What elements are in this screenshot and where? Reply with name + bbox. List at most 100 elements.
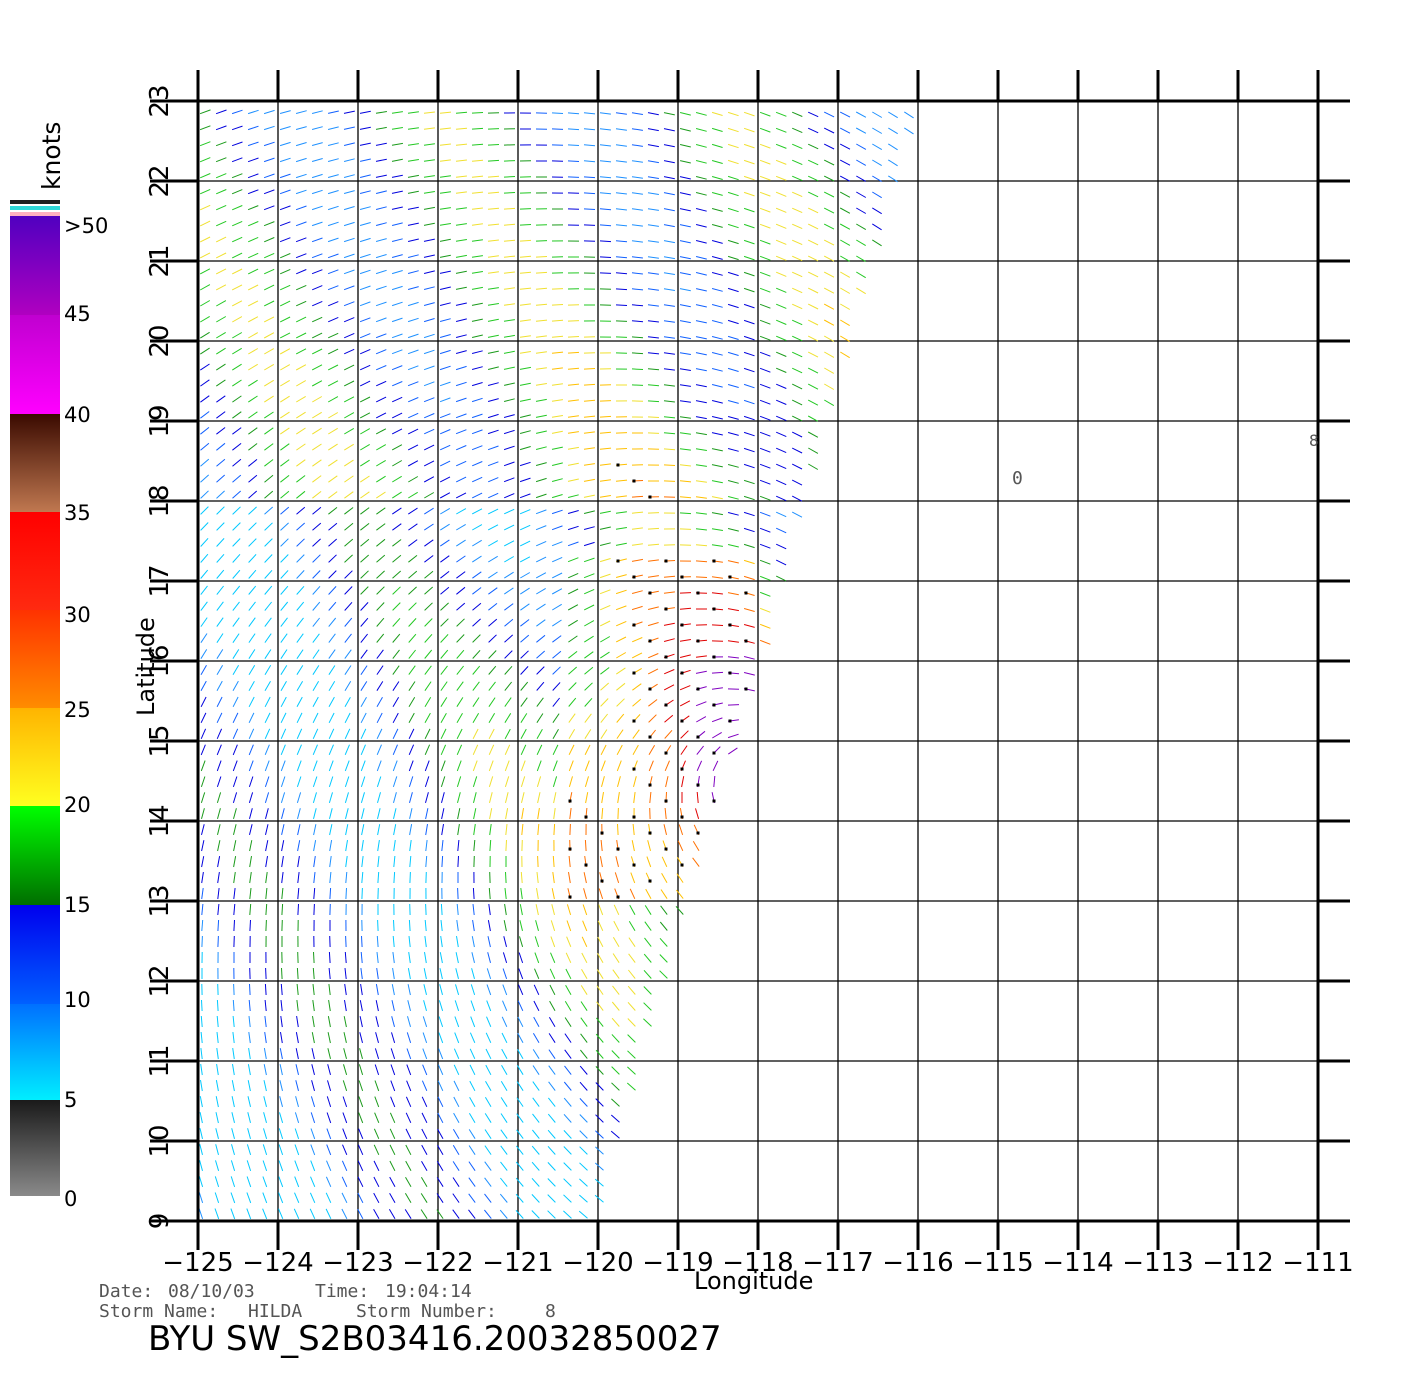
wind-vector	[727, 656, 739, 659]
colorbar-segment-5-10	[10, 1004, 60, 1100]
wind-vector	[551, 904, 555, 916]
wind-vector	[839, 207, 851, 214]
wind-vector	[313, 840, 317, 852]
wind-vector	[615, 144, 627, 147]
wind-vector	[359, 142, 371, 146]
wind-vector	[423, 428, 435, 435]
wind-vector	[328, 412, 339, 419]
wind-vector	[359, 1048, 363, 1060]
wind-vector	[472, 776, 478, 788]
wind-vector	[407, 984, 411, 996]
wind-vector	[216, 347, 226, 355]
wind-vector	[535, 462, 547, 466]
wind-vector	[520, 666, 529, 675]
wind-vector	[519, 461, 531, 467]
wind-vector	[230, 1160, 236, 1172]
wind-vector	[520, 572, 531, 579]
colorbar-tick-label: >50	[64, 214, 108, 238]
wind-vector	[391, 111, 403, 114]
wind-vector	[248, 712, 255, 724]
wind-vector	[583, 573, 595, 579]
wind-vector	[215, 173, 227, 179]
wind-vector	[503, 192, 516, 194]
wind-vector	[343, 190, 355, 194]
wind-vector	[663, 448, 676, 451]
wind-vector	[279, 141, 291, 147]
wind-vector	[471, 239, 483, 242]
wind-vector	[407, 286, 419, 290]
wind-vector	[583, 144, 596, 147]
wind-vector	[484, 1097, 492, 1107]
wind-vector	[264, 363, 275, 371]
wind-vector	[501, 1048, 508, 1060]
wind-vector	[247, 189, 259, 195]
wind-vector	[375, 174, 387, 178]
wind-vector	[280, 554, 289, 563]
wind-vector	[327, 1048, 331, 1060]
wind-vector	[578, 1194, 588, 1203]
wind-vector	[200, 601, 208, 611]
wind-vector	[216, 664, 224, 675]
wind-vector	[503, 303, 515, 306]
wind-vector	[791, 367, 803, 374]
wind-vector	[439, 397, 451, 403]
wind-vector	[536, 603, 546, 611]
wind-vector	[200, 792, 206, 804]
wind-vector	[344, 760, 350, 772]
wind-vector	[295, 237, 307, 243]
wind-vector	[679, 352, 691, 355]
colorbar-tick-label: 0	[64, 1187, 77, 1211]
wind-vector	[535, 398, 547, 402]
wind-vector	[200, 728, 207, 740]
wind-vector	[441, 792, 445, 804]
wind-vector	[439, 381, 451, 387]
wind-vector	[488, 650, 497, 659]
wind-vector	[312, 570, 321, 579]
wind-vector	[470, 984, 476, 996]
wind-vector	[665, 776, 669, 788]
wind-vector	[695, 512, 707, 515]
wind-vector	[551, 383, 563, 386]
wind-vector	[503, 508, 515, 515]
wind-vector	[515, 1177, 524, 1187]
wind-vector	[583, 176, 596, 179]
wind-vector	[727, 367, 739, 372]
wind-vector	[488, 665, 497, 675]
wind-vector	[469, 1080, 476, 1092]
wind-vector	[727, 111, 739, 117]
wind-vector	[374, 1064, 380, 1076]
wind-vector	[599, 224, 612, 227]
wind-vector	[472, 697, 480, 707]
wind-vector	[601, 807, 604, 820]
wind-vector	[471, 366, 483, 370]
wind-vector	[676, 889, 684, 899]
wind-vector	[232, 332, 243, 339]
wind-vector	[598, 888, 604, 900]
wind-vector	[696, 760, 703, 772]
wind-vector	[247, 141, 259, 147]
rain-flag	[664, 847, 668, 851]
wind-vector	[500, 1129, 508, 1139]
wind-vector	[424, 776, 430, 788]
wind-vector	[440, 571, 450, 579]
wind-vector	[615, 224, 628, 227]
wind-vector	[407, 111, 419, 114]
wind-vector	[425, 824, 428, 836]
wind-vector	[407, 412, 419, 419]
wind-vector	[712, 760, 719, 772]
wind-vector	[471, 318, 483, 322]
wind-vector	[595, 1098, 604, 1107]
wind-vector	[631, 192, 643, 195]
wind-vector	[328, 744, 334, 755]
wind-vector	[231, 252, 243, 259]
wind-vector	[711, 208, 723, 212]
wind-vector	[564, 1065, 572, 1075]
wind-vector	[743, 175, 755, 181]
wind-vector	[312, 984, 315, 996]
wind-vector	[374, 1080, 380, 1092]
wind-vector	[376, 935, 379, 948]
wind-vector	[488, 634, 497, 643]
wind-vector	[503, 414, 515, 418]
wind-vector	[504, 760, 510, 772]
wind-vector	[247, 205, 259, 211]
